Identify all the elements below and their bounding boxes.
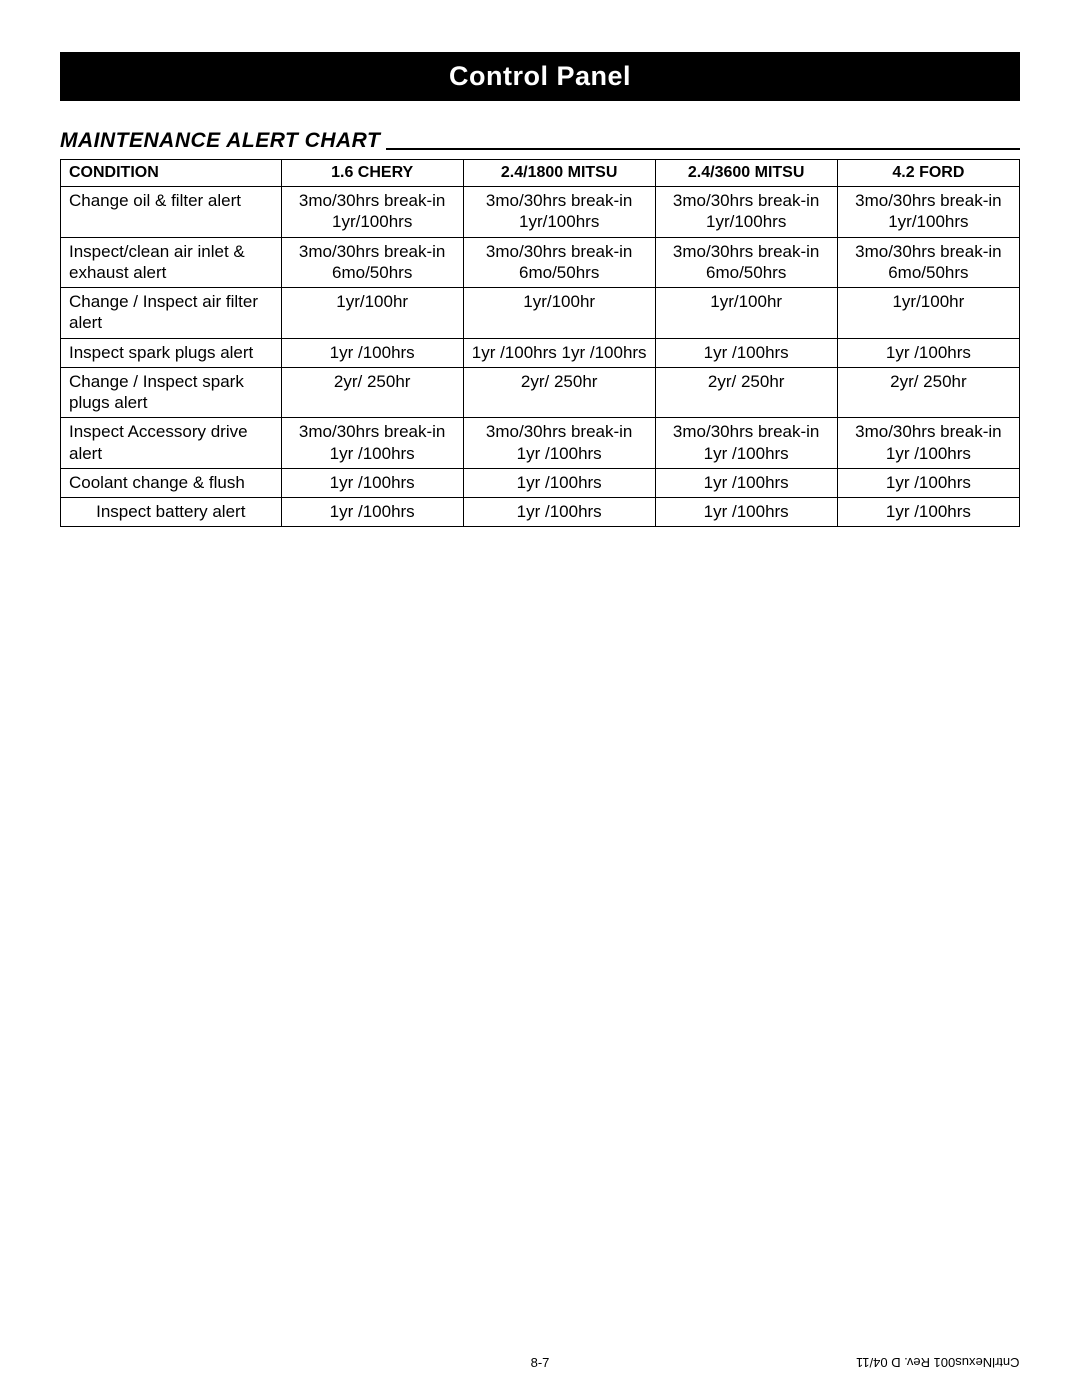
col-mitsu-3600: 2.4/3600 MITSU	[655, 160, 837, 187]
table-row: Inspect Accessory drivealert 3mo/30hrs b…	[61, 418, 1020, 469]
section-title: MAINTENANCE ALERT CHART	[60, 129, 380, 153]
cell-value: 1yr/100hr	[837, 288, 1019, 339]
table-row: Change / Inspect sparkplugs alert 2yr/ 2…	[61, 367, 1020, 418]
cell-value: 3mo/30hrs break-in1yr /100hrs	[281, 418, 463, 469]
cell-value: 1yr /100hrs	[281, 498, 463, 527]
cell-condition: Inspect/clean air inlet &exhaust alert	[61, 237, 282, 288]
col-ford: 4.2 FORD	[837, 160, 1019, 187]
cell-value: 2yr/ 250hr	[837, 367, 1019, 418]
cell-condition: Change / Inspect sparkplugs alert	[61, 367, 282, 418]
col-condition: CONDITION	[61, 160, 282, 187]
cell-value: 1yr /100hrs	[655, 498, 837, 527]
cell-value: 3mo/30hrs break-in6mo/50hrs	[655, 237, 837, 288]
cell-value: 3mo/30hrs break-in1yr/100hrs	[281, 187, 463, 238]
cell-value: 3mo/30hrs break-in1yr /100hrs	[463, 418, 655, 469]
table-body: Change oil & filter alert 3mo/30hrs brea…	[61, 187, 1020, 527]
table-row: Inspect spark plugs alert 1yr /100hrs 1y…	[61, 338, 1020, 367]
cell-value: 3mo/30hrs break-in1yr /100hrs	[655, 418, 837, 469]
cell-value: 1yr /100hrs	[281, 468, 463, 497]
cell-value: 3mo/30hrs break-in6mo/50hrs	[463, 237, 655, 288]
maintenance-alert-table: CONDITION 1.6 CHERY 2.4/1800 MITSU 2.4/3…	[60, 159, 1020, 527]
table-header-row: CONDITION 1.6 CHERY 2.4/1800 MITSU 2.4/3…	[61, 160, 1020, 187]
cell-value: 3mo/30hrs break-in6mo/50hrs	[837, 237, 1019, 288]
cell-value: 1yr /100hrs	[463, 468, 655, 497]
table-row: Coolant change & flush 1yr /100hrs 1yr /…	[61, 468, 1020, 497]
cell-value: 3mo/30hrs break-in1yr/100hrs	[463, 187, 655, 238]
cell-value: 1yr /100hrs	[281, 338, 463, 367]
page-header: Control Panel	[60, 52, 1020, 101]
cell-value: 1yr /100hrs	[837, 338, 1019, 367]
table-row: Inspect/clean air inlet &exhaust alert 3…	[61, 237, 1020, 288]
cell-value: 2yr/ 250hr	[463, 367, 655, 418]
table-row: Change oil & filter alert 3mo/30hrs brea…	[61, 187, 1020, 238]
cell-value: 3mo/30hrs break-in6mo/50hrs	[281, 237, 463, 288]
cell-condition: Change / Inspect air filteralert	[61, 288, 282, 339]
cell-value: 2yr/ 250hr	[655, 367, 837, 418]
cell-condition: Inspect Accessory drivealert	[61, 418, 282, 469]
doc-id: CntrlNexus001 Rev. D 04/11	[856, 1355, 1020, 1370]
col-mitsu-1800: 2.4/1800 MITSU	[463, 160, 655, 187]
cell-condition: Inspect spark plugs alert	[61, 338, 282, 367]
col-chery: 1.6 CHERY	[281, 160, 463, 187]
table-row: Inspect battery alert 1yr /100hrs 1yr /1…	[61, 498, 1020, 527]
cell-value: 1yr/100hr	[655, 288, 837, 339]
cell-value: 3mo/30hrs break-in1yr/100hrs	[655, 187, 837, 238]
cell-condition: Change oil & filter alert	[61, 187, 282, 238]
cell-value: 1yr /100hrs	[655, 468, 837, 497]
cell-value: 1yr /100hrs 1yr /100hrs	[463, 338, 655, 367]
cell-value: 1yr/100hr	[463, 288, 655, 339]
cell-value: 1yr /100hrs	[463, 498, 655, 527]
cell-value: 3mo/30hrs break-in1yr/100hrs	[837, 187, 1019, 238]
cell-value: 2yr/ 250hr	[281, 367, 463, 418]
cell-condition: Inspect battery alert	[61, 498, 282, 527]
cell-value: 1yr /100hrs	[837, 498, 1019, 527]
cell-condition: Coolant change & flush	[61, 468, 282, 497]
section-title-row: MAINTENANCE ALERT CHART	[60, 129, 1020, 153]
cell-value: 3mo/30hrs break-in1yr /100hrs	[837, 418, 1019, 469]
table-row: Change / Inspect air filteralert 1yr/100…	[61, 288, 1020, 339]
cell-value: 1yr /100hrs	[655, 338, 837, 367]
cell-value: 1yr/100hr	[281, 288, 463, 339]
section-rule	[386, 148, 1020, 150]
cell-value: 1yr /100hrs	[837, 468, 1019, 497]
